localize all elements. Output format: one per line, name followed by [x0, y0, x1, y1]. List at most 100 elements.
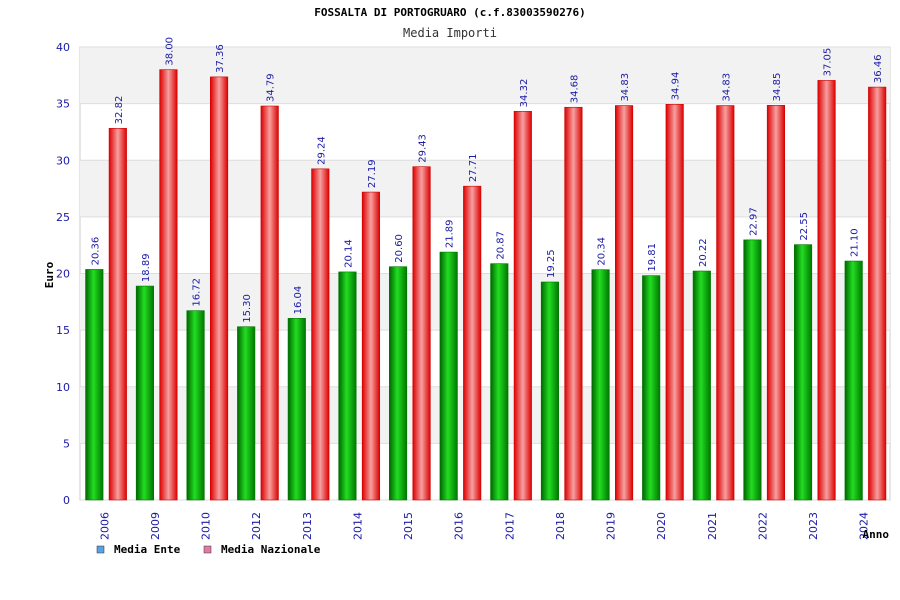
bar-media-nazionale-2016 [463, 185, 482, 501]
value-label: 20.36 [90, 237, 101, 266]
value-label: 36.46 [873, 54, 884, 83]
x-tick-label: 2016 [453, 512, 466, 540]
bar-media-nazionale-2009 [159, 69, 178, 501]
value-label: 20.34 [597, 237, 608, 266]
value-label: 34.85 [772, 73, 783, 102]
x-tick-label: 2014 [351, 512, 364, 540]
value-label: 18.89 [141, 253, 152, 282]
x-tick-label: 2022 [756, 512, 769, 540]
y-tick-label: 20 [56, 268, 70, 281]
bar-media-nazionale-2015 [412, 166, 431, 501]
bar-media-ente-2022 [743, 239, 762, 501]
x-tick-label: 2012 [250, 512, 263, 540]
x-tick-label: 2021 [706, 512, 719, 540]
bar-media-nazionale-2013 [311, 168, 330, 501]
value-label: 16.04 [293, 286, 304, 315]
y-tick-label: 35 [56, 98, 70, 111]
x-tick-label: 2009 [149, 512, 162, 540]
value-label: 20.14 [343, 239, 354, 268]
bar-media-nazionale-2020 [665, 104, 684, 501]
x-tick-label: 2013 [301, 512, 314, 540]
x-tick-label: 2023 [807, 512, 820, 540]
x-tick-label: 2019 [605, 512, 618, 540]
value-label: 22.97 [748, 207, 759, 236]
value-label: 34.83 [620, 73, 631, 102]
value-label: 19.25 [546, 249, 557, 278]
value-label: 15.30 [242, 294, 253, 323]
legend-swatch-media-ente [96, 545, 105, 554]
bar-media-nazionale-2023 [817, 80, 836, 501]
x-tick-label: 2020 [655, 512, 668, 540]
legend: Media Ente Media Nazionale [96, 543, 321, 556]
value-label: 34.32 [519, 79, 530, 108]
x-tick-label: 2015 [402, 512, 415, 540]
bar-media-ente-2013 [287, 318, 306, 501]
value-label: 34.79 [266, 73, 277, 102]
bar-media-nazionale-2024 [868, 86, 887, 501]
bar-media-nazionale-2014 [361, 191, 380, 501]
bars [85, 69, 887, 501]
value-label: 21.89 [445, 219, 456, 248]
bar-media-nazionale-2019 [615, 105, 634, 501]
value-label: 34.68 [569, 75, 580, 104]
y-tick-label: 5 [63, 437, 70, 450]
bar-media-ente-2012 [237, 326, 256, 501]
y-tick-label: 0 [63, 494, 70, 507]
bar-media-ente-2016 [439, 251, 458, 501]
bar-media-ente-2020 [642, 275, 661, 501]
bar-media-ente-2014 [338, 271, 357, 501]
y-axis-label: Euro [43, 261, 56, 288]
value-label: 27.71 [468, 154, 479, 183]
chart-subtitle: Media Importi [403, 26, 497, 40]
value-labels: 20.36 32.82 18.89 38.00 16.72 37.36 15.30 34.79… [90, 37, 884, 323]
value-label: 20.60 [394, 234, 405, 263]
chart-title: FOSSALTA DI PORTOGRUARO (c.f.83003590276… [314, 6, 586, 19]
value-label: 34.94 [671, 72, 682, 101]
x-axis-ticks: 2006 2009 2010 2012 2013 2014 2015 2016 2017 2018… [98, 512, 870, 540]
bar-media-nazionale-2021 [716, 105, 735, 501]
bar-media-ente-2006 [85, 269, 104, 501]
x-tick-label: 2017 [503, 512, 516, 540]
legend-swatch-media-nazionale [203, 545, 212, 554]
y-tick-label: 40 [56, 41, 70, 54]
y-axis-ticks: 0 5 10 15 20 25 30 35 40 [56, 41, 70, 507]
bar-media-nazionale-2018 [564, 106, 583, 501]
y-tick-label: 25 [56, 211, 70, 224]
value-label: 37.36 [215, 44, 226, 73]
value-label: 29.43 [418, 134, 429, 163]
bar-media-ente-2023 [794, 244, 813, 501]
y-tick-label: 30 [56, 154, 70, 167]
value-label: 38.00 [164, 37, 175, 66]
y-tick-label: 15 [56, 324, 70, 337]
bar-media-nazionale-2010 [210, 76, 229, 501]
bar-media-nazionale-2017 [513, 111, 532, 501]
bar-media-nazionale-2006 [108, 128, 127, 501]
legend-label-media-ente: Media Ente [114, 543, 181, 556]
x-axis-label: Anno [863, 528, 890, 541]
value-label: 16.72 [192, 278, 203, 307]
bar-media-ente-2021 [692, 270, 711, 501]
value-label: 32.82 [114, 96, 125, 125]
bar-media-ente-2015 [389, 266, 408, 501]
value-label: 29.24 [316, 136, 327, 165]
bar-media-ente-2010 [186, 310, 205, 501]
bar-media-ente-2019 [591, 269, 610, 501]
x-tick-label: 2018 [554, 512, 567, 540]
value-label: 37.05 [823, 48, 834, 77]
value-label: 20.22 [698, 238, 709, 267]
y-tick-label: 10 [56, 381, 70, 394]
legend-label-media-nazionale: Media Nazionale [221, 543, 321, 556]
value-label: 20.87 [495, 231, 506, 260]
x-tick-label: 2010 [200, 512, 213, 540]
value-label: 27.19 [367, 159, 378, 188]
value-label: 22.55 [799, 212, 810, 241]
bar-media-ente-2024 [844, 260, 863, 501]
x-tick-label: 2024 [858, 512, 871, 540]
value-label: 34.83 [721, 73, 732, 102]
value-label: 21.10 [850, 228, 861, 257]
bar-media-ente-2018 [540, 281, 559, 501]
x-tick-label: 2006 [98, 512, 111, 540]
value-label: 19.81 [647, 243, 658, 272]
bar-media-ente-2017 [490, 263, 509, 501]
